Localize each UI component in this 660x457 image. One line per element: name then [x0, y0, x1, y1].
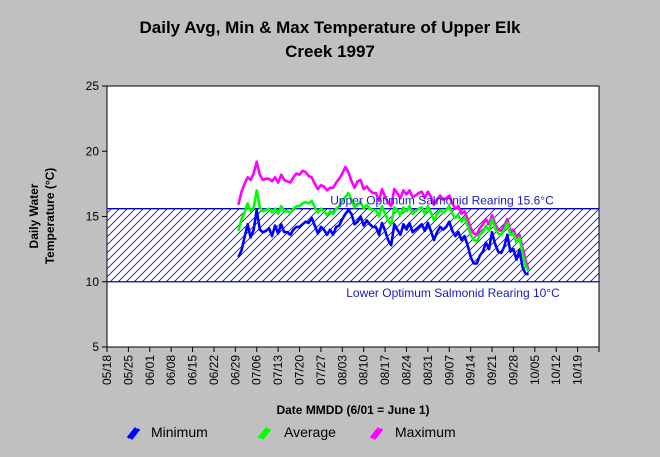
x-tick-label: 09/28	[506, 355, 520, 385]
x-tick-label: 05/18	[100, 355, 114, 385]
x-tick-label: 06/22	[207, 355, 221, 385]
x-tick-label: 06/01	[143, 355, 157, 385]
y-tick-label: 25	[86, 79, 100, 93]
lower-optimum-label: Lower Optimum Salmonid Rearing 10°C	[346, 286, 560, 300]
legend-swatch-minimum	[126, 427, 141, 440]
x-tick-label: 05/25	[121, 355, 135, 385]
legend: Minimum Average Maximum	[126, 424, 456, 440]
series-line-maximum	[237, 160, 530, 271]
legend-item-maximum: Maximum	[369, 424, 456, 440]
y-tick-label: 20	[86, 144, 100, 158]
x-tick-label: 07/06	[250, 355, 264, 385]
x-tick-label: 07/20	[293, 355, 307, 385]
x-tick-label: 09/14	[464, 355, 478, 385]
x-tick-label: 06/15	[186, 355, 200, 385]
legend-label-average: Average	[284, 424, 336, 440]
x-tick-label: 07/13	[271, 355, 285, 385]
series-line-average	[237, 189, 530, 272]
x-tick-label: 08/31	[421, 355, 435, 385]
x-axis-title: Date MMDD (6/01 = June 1)	[276, 403, 429, 417]
legend-item-minimum: Minimum	[126, 424, 208, 440]
x-tick-label: 06/08	[164, 355, 178, 385]
x-tick-label: 09/07	[442, 355, 456, 385]
legend-label-minimum: Minimum	[151, 424, 208, 440]
legend-label-maximum: Maximum	[395, 424, 456, 440]
y-tick-label: 15	[86, 210, 100, 224]
y-tick-label: 10	[86, 275, 100, 289]
x-tick-label: 08/24	[399, 355, 413, 385]
legend-item-average: Average	[257, 424, 336, 440]
x-tick-label: 08/10	[357, 355, 371, 385]
x-tick-label: 07/27	[314, 355, 328, 385]
legend-swatch-maximum	[369, 427, 384, 440]
y-axis-title-line-2: Temperature (°C)	[43, 168, 57, 265]
x-tick-label: 08/03	[335, 355, 349, 385]
x-tick-label: 09/21	[485, 355, 499, 385]
y-tick-label: 5	[92, 340, 99, 354]
upper-optimum-label: Upper Optimum Salmonid Rearing 15.6°C	[330, 194, 554, 208]
x-tick-label: 08/17	[378, 355, 392, 385]
chart-title-line-2: Creek 1997	[285, 42, 375, 61]
x-tick-label: 10/19	[571, 355, 585, 385]
chart-title-line-1: Daily Avg, Min & Max Temperature of Uppe…	[139, 18, 521, 37]
y-axis-title-line-1: Daily Water	[27, 183, 41, 248]
x-tick-label: 10/05	[528, 355, 542, 385]
x-tick-label: 10/12	[549, 355, 563, 385]
x-tick-label: 06/29	[228, 355, 242, 385]
series-line-minimum	[237, 208, 529, 276]
legend-swatch-average	[257, 427, 272, 440]
